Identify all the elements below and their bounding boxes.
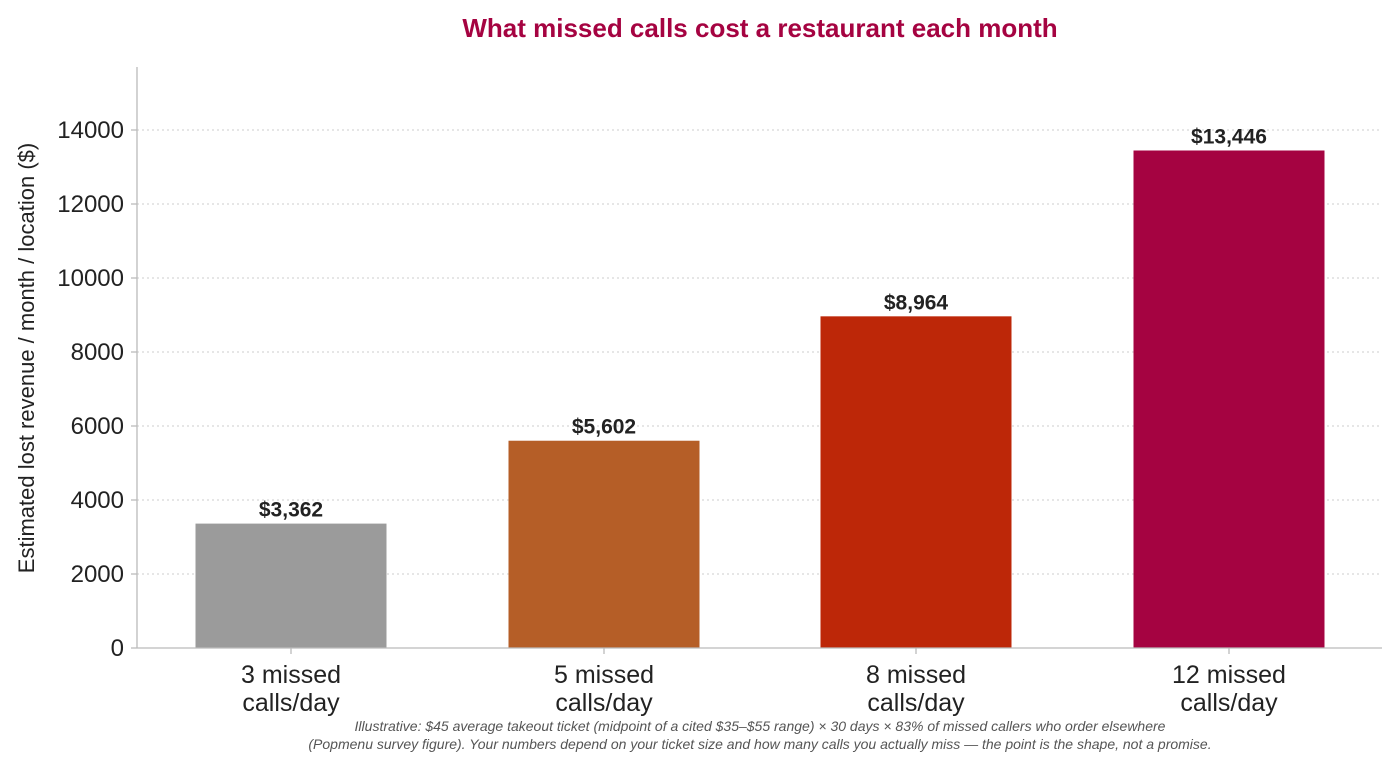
x-tick-label-line: calls/day xyxy=(555,689,653,717)
y-tick-label: 4000 xyxy=(71,487,124,514)
y-tick-label: 0 xyxy=(111,635,124,662)
x-tick-label-line: 5 missed xyxy=(554,661,654,689)
y-tick-label: 6000 xyxy=(71,413,124,440)
y-tick-label: 12000 xyxy=(57,191,124,218)
bar xyxy=(1133,150,1325,649)
bars xyxy=(195,150,1325,649)
bar xyxy=(508,440,700,648)
x-tick-label: 3 missed calls/day xyxy=(241,661,341,717)
bar xyxy=(195,523,387,648)
bar-value-label: $5,602 xyxy=(572,416,636,439)
x-tick-label-line: calls/day xyxy=(242,689,340,717)
y-tick-label: 2000 xyxy=(71,561,124,588)
x-tick-label: 12 missed calls/day xyxy=(1172,661,1286,717)
bar xyxy=(820,316,1012,648)
y-axis-label: Estimated lost revenue / month / locatio… xyxy=(14,143,39,573)
x-tick-label-line: 3 missed xyxy=(241,661,341,689)
x-tick-label: 5 missed calls/day xyxy=(554,661,654,717)
footnote-line-1: Illustrative: $45 average takeout ticket… xyxy=(355,718,1166,734)
y-tick-label: 14000 xyxy=(57,117,124,144)
y-axis-ticks: 0 2000 4000 6000 8000 10000 12000 14000 xyxy=(57,117,137,662)
x-tick-label-line: calls/day xyxy=(1180,689,1278,717)
bar-value-label: $3,362 xyxy=(259,499,323,522)
x-tick-label-line: 8 missed xyxy=(866,661,966,689)
bar-value-label: $8,964 xyxy=(884,291,949,314)
x-tick-label: 8 missed calls/day xyxy=(866,661,966,717)
x-tick-label-line: calls/day xyxy=(867,689,965,717)
y-tick-label: 10000 xyxy=(57,265,124,292)
chart-title: What missed calls cost a restaurant each… xyxy=(462,13,1057,43)
footnote-line-2: (Popmenu survey figure). Your numbers de… xyxy=(308,736,1211,752)
data-labels: $3,362 $5,602 $8,964 $13,446 xyxy=(259,125,1267,521)
y-tick-label: 8000 xyxy=(71,339,124,366)
bar-value-label: $13,446 xyxy=(1191,125,1267,148)
x-tick-label-line: 12 missed xyxy=(1172,661,1286,689)
